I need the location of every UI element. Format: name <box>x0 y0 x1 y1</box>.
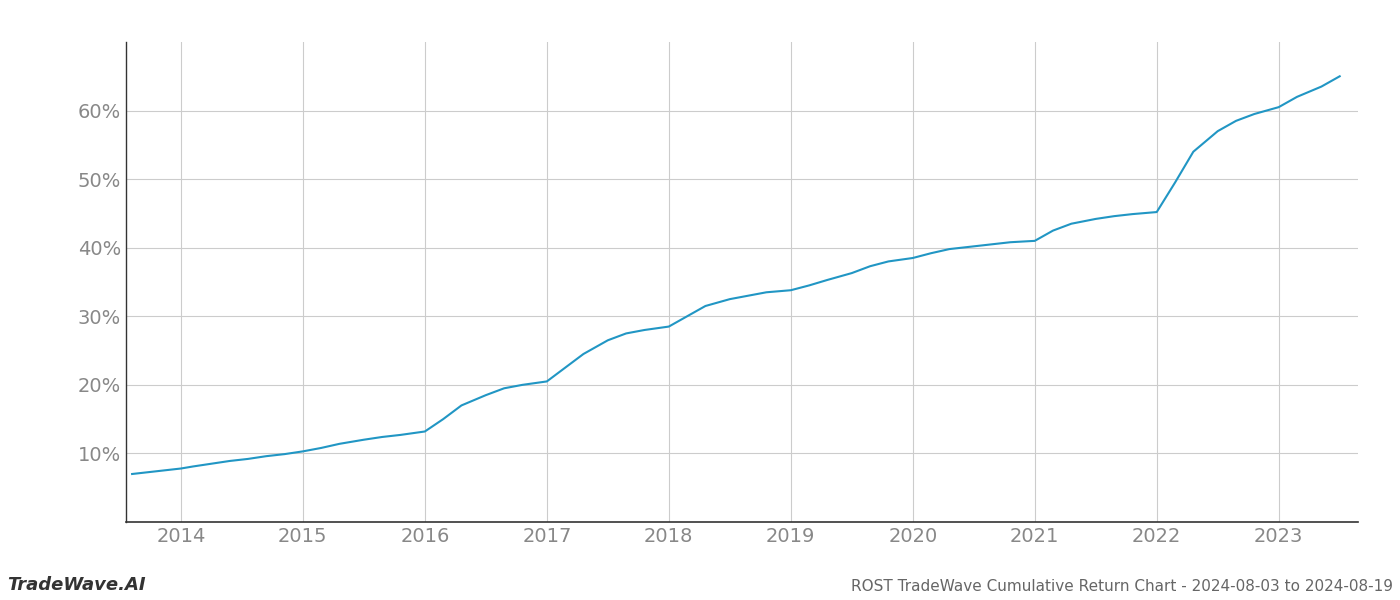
Text: ROST TradeWave Cumulative Return Chart - 2024-08-03 to 2024-08-19: ROST TradeWave Cumulative Return Chart -… <box>851 579 1393 594</box>
Text: TradeWave.AI: TradeWave.AI <box>7 576 146 594</box>
